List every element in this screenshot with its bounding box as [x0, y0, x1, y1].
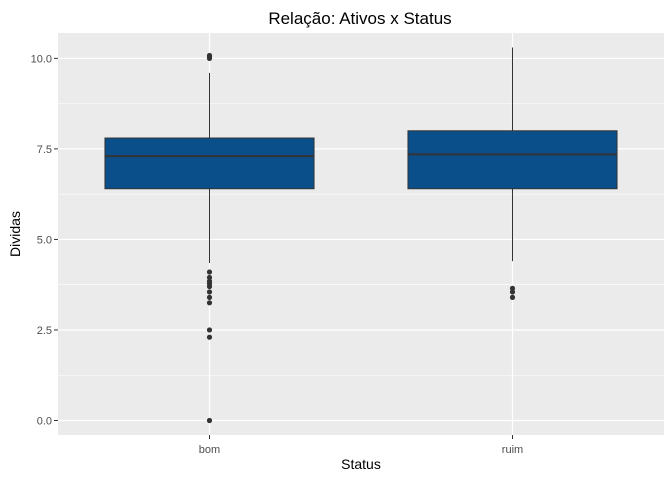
outlier-point [509, 289, 516, 295]
box-body [407, 130, 618, 190]
outlier-point [206, 289, 213, 295]
y-axis-title: Dividas [7, 211, 23, 257]
outlier-point [206, 300, 213, 306]
outlier-point [206, 269, 213, 275]
outlier-point [206, 417, 213, 424]
y-tick-label: 7.5 [37, 144, 52, 156]
y-tick-label: 10.0 [31, 53, 52, 65]
plot-panel [58, 33, 664, 435]
outlier-point [206, 52, 213, 59]
x-tick-label: bom [199, 444, 220, 456]
outlier-point [509, 285, 516, 291]
outlier-point [206, 327, 213, 333]
outlier-point [206, 334, 213, 340]
y-axis-ticks: 0.0 2.5 5.0 7.5 10.0 [31, 53, 58, 428]
outlier-point [206, 283, 213, 290]
box-body [104, 137, 315, 190]
x-axis-ticks: bom ruim [199, 435, 523, 456]
box-bom [104, 52, 315, 424]
boxes [104, 47, 618, 424]
y-tick-label: 2.5 [37, 325, 52, 337]
x-tick-label: ruim [502, 444, 523, 456]
outlier-point [509, 294, 516, 300]
x-axis-title: Status [341, 456, 381, 472]
outlier-point [206, 294, 213, 300]
y-tick-label: 0.0 [37, 416, 52, 428]
chart-title: Relação: Ativos x Status [268, 9, 451, 28]
outlier-point [206, 274, 213, 281]
y-tick-label: 5.0 [37, 234, 52, 246]
box-ruim [407, 47, 618, 300]
